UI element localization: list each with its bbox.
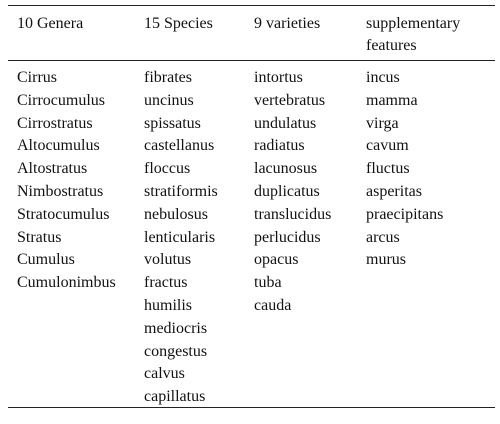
header-cell: supplementary features (366, 15, 461, 54)
genus-item: Cirrus (17, 69, 57, 86)
variety-item: undulatus (254, 114, 317, 132)
variety-item: vertebratus (254, 91, 326, 109)
species-item: congestus (144, 342, 208, 360)
species-item: castellanus (144, 137, 215, 155)
genus-item: Cumulus (17, 251, 75, 269)
column-supplementary-features: incus mamma virga cavum fluctus asperitas prae… (366, 67, 495, 407)
species-item: volutus (144, 251, 192, 269)
feature-item: fluctus (366, 160, 410, 178)
genus-item: Stratus (17, 228, 62, 246)
genus-item: Cirrocumulus (17, 91, 105, 109)
header-supplementary-features: supplementary features (366, 13, 495, 60)
genus-item: Cumulonimbus (17, 274, 116, 292)
column-varieties: intortus vertebratus undulatus radiatus lacu… (254, 67, 366, 407)
variety-item: duplicatus (254, 182, 320, 200)
header-cell: 9 varieties (254, 15, 321, 32)
variety-item: opacus (254, 251, 299, 269)
species-item: spissatus (144, 114, 201, 132)
species-item: humilis (144, 296, 193, 314)
species-item: stratiformis (144, 182, 218, 200)
genus-item: Altostratus (17, 160, 88, 178)
feature-item: mamma (366, 91, 418, 109)
table-top-rule (8, 5, 495, 6)
variety-item: intortus (254, 69, 303, 86)
column-genera: Cirrus Cirrocumulus Cirrostratus Altocumulu… (8, 67, 144, 407)
species-item: capillatus (144, 388, 206, 406)
feature-item: arcus (366, 228, 400, 246)
feature-item: virga (366, 114, 399, 132)
header-cell: 10 Genera (17, 15, 84, 32)
column-species: fibrates uncinus spissatus castellanus flocc… (144, 67, 254, 407)
header-genera: 10 Genera (8, 13, 144, 60)
genus-item: Nimbostratus (17, 182, 104, 200)
species-item: fractus (144, 274, 188, 292)
variety-item: lacunosus (254, 160, 318, 178)
genus-item: Stratocumulus (17, 205, 110, 223)
cloud-classification-table: 10 Genera 15 Species 9 varieties supplem… (8, 5, 495, 408)
species-item: uncinus (144, 91, 194, 109)
species-item: floccus (144, 160, 191, 178)
feature-item: murus (366, 251, 406, 269)
variety-item: translucidus (254, 205, 332, 223)
variety-item: radiatus (254, 137, 305, 155)
variety-item: cauda (254, 296, 292, 314)
feature-item: incus (366, 69, 400, 86)
feature-item: praecipitans (366, 205, 444, 223)
species-item: mediocris (144, 319, 208, 337)
feature-item: asperitas (366, 182, 422, 200)
variety-item: tuba (254, 274, 282, 292)
species-item: calvus (144, 365, 185, 383)
header-varieties: 9 varieties (254, 13, 366, 60)
species-item: fibrates (144, 69, 192, 86)
header-species: 15 Species (144, 13, 254, 60)
table-header-row: 10 Genera 15 Species 9 varieties supplem… (8, 6, 495, 60)
header-cell: 15 Species (144, 15, 213, 32)
table-bottom-rule (8, 407, 495, 408)
genus-item: Altocumulus (17, 137, 100, 155)
table-header-rule (8, 60, 495, 61)
species-item: lenticularis (144, 228, 216, 246)
table-body: Cirrus Cirrocumulus Cirrostratus Altocumulu… (8, 61, 495, 407)
genus-item: Cirrostratus (17, 114, 93, 132)
species-item: nebulosus (144, 205, 208, 223)
variety-item: perlucidus (254, 228, 321, 246)
feature-item: cavum (366, 137, 409, 155)
